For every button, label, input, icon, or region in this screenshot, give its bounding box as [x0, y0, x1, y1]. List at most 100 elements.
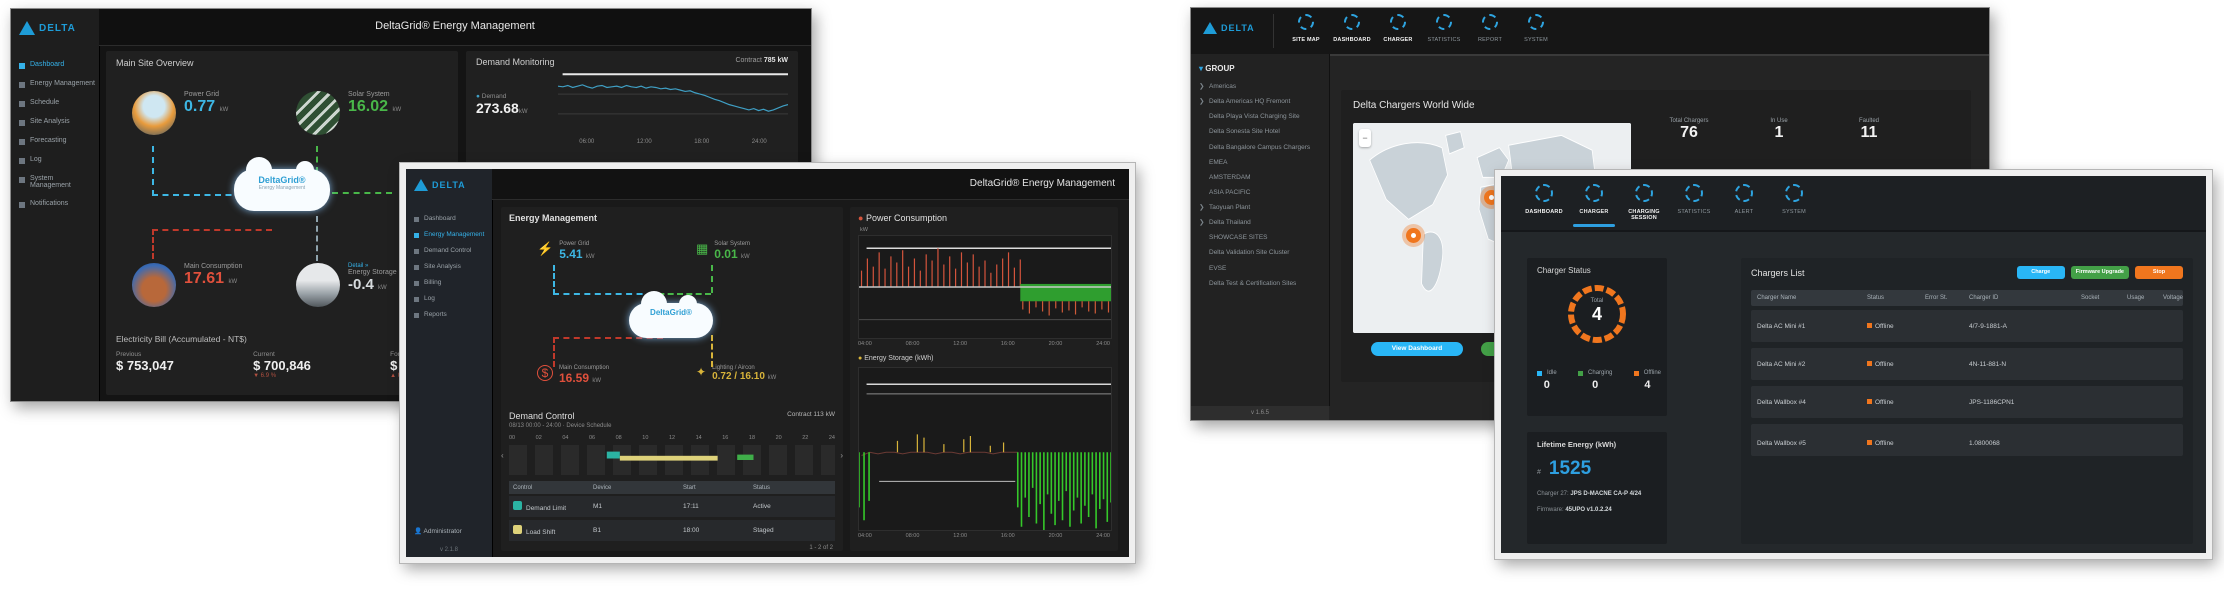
table-row[interactable]: Demand Limit M1 17:11 Active: [509, 496, 835, 517]
axis-tick: 12:00: [953, 341, 968, 347]
chevron-right-icon: ❯: [1199, 204, 1205, 211]
sidebar-item-label: Log: [424, 295, 435, 302]
pagination[interactable]: 1 - 2 of 2: [809, 545, 833, 551]
sidebar-item[interactable]: Log: [414, 295, 488, 302]
sidebar-item[interactable]: Site Analysis: [19, 118, 95, 126]
site-tree-item[interactable]: AMSTERDAM: [1199, 174, 1321, 182]
charger-status: Offline: [1867, 398, 1925, 406]
stat-block: Faulted 11: [1837, 118, 1901, 142]
charger-row[interactable]: Delta Wallbox #4 Offline JPS-1186CPN1 ⚙✎: [1751, 386, 2183, 418]
nav-tab[interactable]: CHARGER: [1569, 184, 1619, 227]
sidebar-item[interactable]: Energy Management: [19, 80, 95, 88]
nav-tab[interactable]: DASHBOARD: [1329, 14, 1375, 43]
column-header: Usage: [2127, 295, 2145, 301]
site-tree-item[interactable]: EVSE: [1199, 265, 1321, 273]
nav-tab[interactable]: CHARGING SESSION: [1619, 184, 1669, 221]
axis-tick: 08:00: [905, 341, 920, 347]
sidebar-item[interactable]: Energy Management: [414, 231, 488, 238]
sidebar-item[interactable]: Forecasting: [19, 137, 95, 145]
site-tree-item[interactable]: ❯ Delta Americas HQ Fremont: [1199, 98, 1321, 106]
charger-row[interactable]: Delta AC Mini #1 Offline 4/7-9-1881-A ⚙✎: [1751, 310, 2183, 342]
site-tree-item[interactable]: Delta Validation Site Cluster: [1199, 249, 1321, 257]
connector-line: [152, 229, 272, 231]
bill-row: Previous $ 753,047 Current $ 700,846 ▼ 6…: [116, 351, 448, 379]
storage-detail-link[interactable]: Detail »: [348, 263, 369, 269]
charger-name: Delta Wallbox #4: [1757, 398, 1806, 406]
nav-tab[interactable]: DASHBOARD: [1519, 184, 1569, 221]
status-dot: [1867, 398, 1872, 404]
site-tree-item[interactable]: SHOWCASE SITES: [1199, 234, 1321, 242]
sidebar-item[interactable]: Demand Control: [414, 247, 488, 254]
sidebar-item[interactable]: Reports: [414, 311, 488, 318]
group-header[interactable]: ▾ GROUP: [1199, 64, 1235, 73]
sidebar-item[interactable]: Log: [19, 156, 95, 164]
nav-tab-icon: [1535, 184, 1553, 202]
site-tree-item-label: Delta Validation Site Cluster: [1209, 249, 1290, 257]
sidebar-item[interactable]: Notifications: [19, 200, 95, 208]
nav-tab[interactable]: SYSTEM: [1769, 184, 1819, 221]
user-account[interactable]: 👤 Administrator: [414, 528, 462, 535]
gantt-bars[interactable]: [509, 445, 835, 475]
map-zoom-out-button[interactable]: −: [1359, 129, 1371, 147]
table-row[interactable]: Load Shift B1 18:00 Staged: [509, 520, 835, 541]
sidebar-item[interactable]: Site Analysis: [414, 263, 488, 270]
nav-tab-icon: [1735, 184, 1753, 202]
site-tree-item[interactable]: EMEA: [1199, 159, 1321, 167]
sidebar-item[interactable]: Dashboard: [414, 215, 488, 222]
charger-status: Offline: [1867, 322, 1925, 330]
sidebar-item[interactable]: System Management: [19, 175, 95, 189]
site-tree-item-label: EVSE: [1209, 264, 1227, 272]
node-value: 16.02 kW: [348, 98, 402, 116]
donut-total-label: Total: [1590, 298, 1604, 304]
nav-tab[interactable]: ALERT: [1719, 184, 1769, 221]
nav-tab[interactable]: STATISTICS: [1421, 14, 1467, 43]
detail-row: Charger 27: JPS D-MACNE CA-P 4/24: [1537, 490, 1661, 498]
charger-row[interactable]: Delta AC Mini #2 Offline 4N-11-881-N ⚙✎: [1751, 348, 2183, 380]
list-action-button[interactable]: Charge: [2016, 266, 2065, 279]
axis-tick: 06: [588, 435, 596, 441]
legend-value: 0: [1543, 379, 1550, 391]
gantt-track: [509, 445, 835, 475]
column-header: Device: [593, 484, 612, 491]
x-axis-ticks: 06:00 12:00 18:00 24:00: [558, 139, 788, 145]
legend-label: Charging: [1588, 370, 1613, 376]
sidebar-item-icon: [414, 265, 419, 270]
site-tree-item[interactable]: ASIA PACIFIC: [1199, 189, 1321, 197]
gantt-ticks: 00 02 04 06 08 10 12 14 16 18 20 22 24: [509, 435, 835, 441]
site-tree-item[interactable]: ❯ Americas: [1199, 83, 1321, 91]
sidebar-item[interactable]: Schedule: [19, 99, 95, 107]
nav-tab[interactable]: CHARGER: [1375, 14, 1421, 43]
map-marker-europe[interactable]: [1483, 190, 1499, 206]
panel-title: Demand Monitoring: [476, 57, 555, 67]
site-tree-item-label: AMSTERDAM: [1209, 173, 1251, 181]
site-tree-item[interactable]: ❯ Delta Thailand: [1199, 219, 1321, 227]
site-tree-item[interactable]: ❯ Taoyuan Plant: [1199, 204, 1321, 212]
nav-tab[interactable]: SYSTEM: [1513, 14, 1559, 43]
charger-row[interactable]: Delta Wallbox #5 Offline 1.0800068 ⚙✎: [1751, 424, 2183, 456]
node-power-grid: ⚡ Power Grid 5.41 kW: [537, 241, 595, 261]
power-grid-photo: [132, 91, 176, 135]
site-tree-item[interactable]: Delta Test & Certification Sites: [1199, 280, 1321, 288]
list-action-button[interactable]: Stop: [2135, 266, 2183, 279]
sidebar-item-label: Reports: [424, 311, 447, 318]
gantt-next-arrow[interactable]: ›: [840, 451, 843, 460]
gantt-prev-arrow[interactable]: ‹: [501, 451, 504, 460]
charger-id: JPS-1186CPN1: [1969, 398, 2015, 406]
charger-id: 4/7-9-1881-A: [1969, 322, 2007, 330]
site-tree-item[interactable]: Delta Playa Vista Charging Site: [1199, 113, 1321, 121]
legend-entry: Charging 0: [1578, 370, 1612, 391]
site-tree-item[interactable]: Delta Bangalore Campus Chargers: [1199, 144, 1321, 152]
map-action-button[interactable]: View Dashboard: [1371, 342, 1463, 356]
list-action-button[interactable]: Firmware Upgrade: [2070, 266, 2129, 279]
status-donut-gauge: [1568, 285, 1626, 343]
sidebar-item[interactable]: Billing: [414, 279, 488, 286]
nav-tab[interactable]: REPORT: [1467, 14, 1513, 43]
sidebar-item[interactable]: Dashboard: [19, 61, 95, 69]
nav-tab[interactable]: SITE MAP: [1283, 14, 1329, 43]
chevron-right-icon: [1199, 174, 1205, 182]
nav-tab[interactable]: STATISTICS: [1669, 184, 1719, 221]
site-tree-item[interactable]: Delta Sonesta Site Hotel: [1199, 128, 1321, 136]
map-marker-west-us[interactable]: [1405, 228, 1421, 243]
x-axis-ticks: 04:00 08:00 12:00 16:00 20:00 24:00: [858, 533, 1110, 539]
site-tree-item-label: Delta Bangalore Campus Chargers: [1209, 143, 1311, 151]
